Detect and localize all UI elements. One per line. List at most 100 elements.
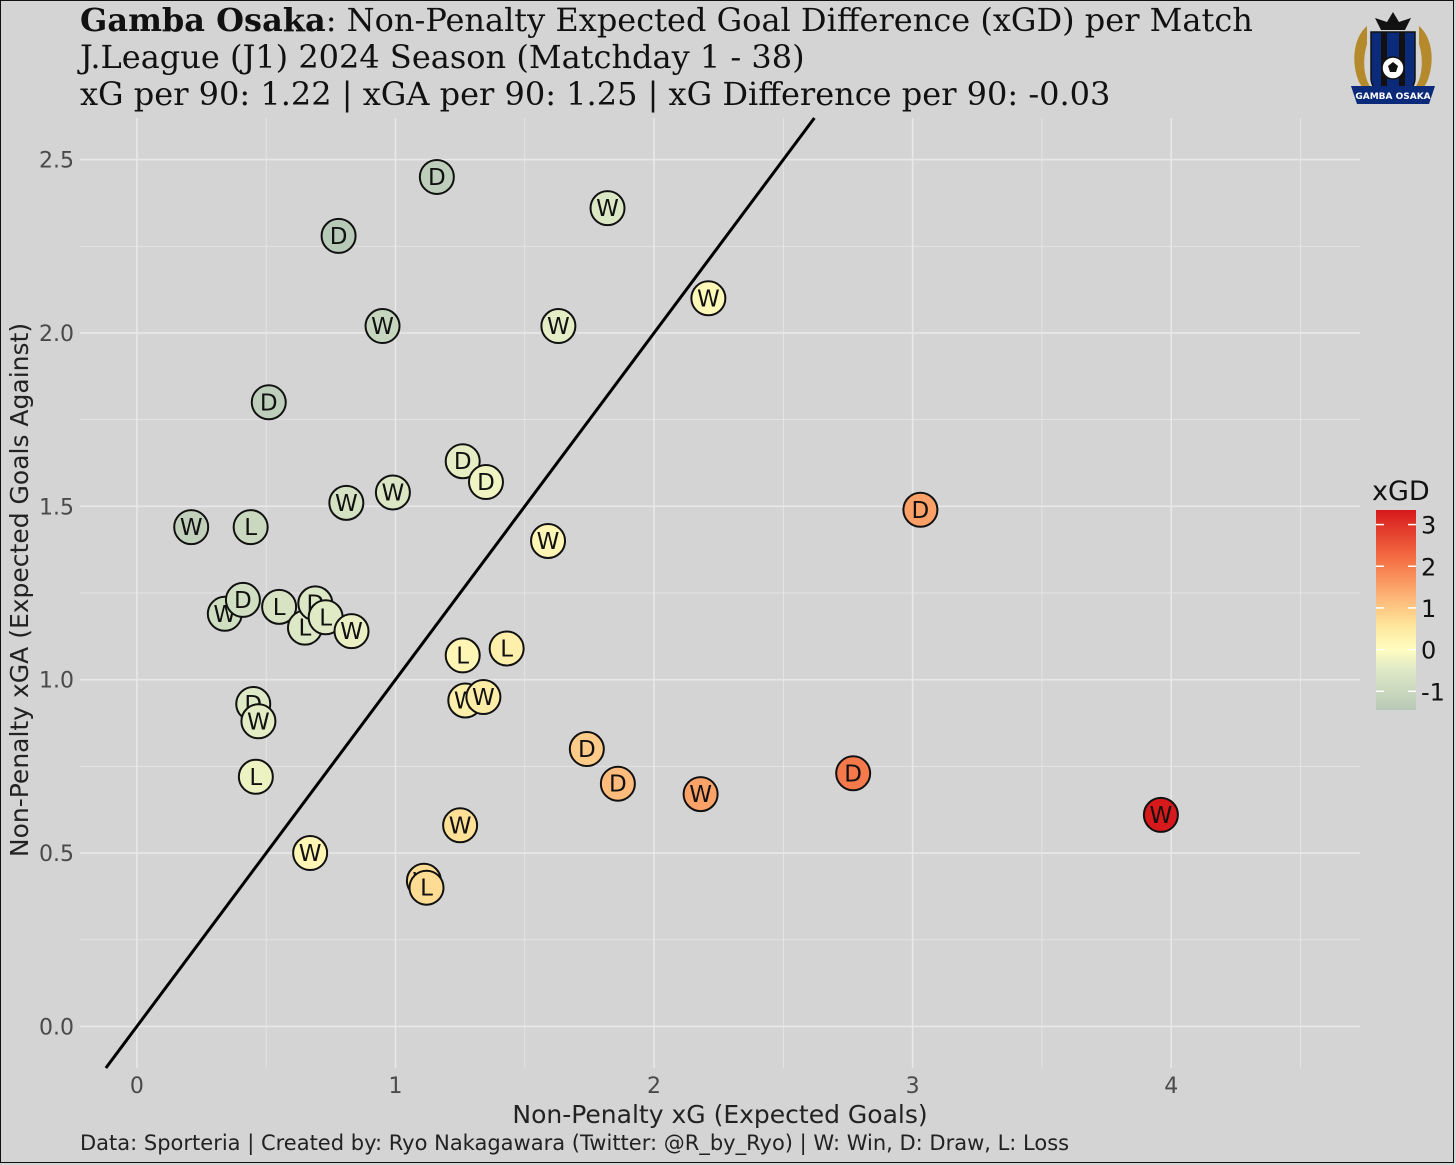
match-point <box>530 522 567 559</box>
chart-subtitle: J.League (J1) 2024 Season (Matchday 1 - … <box>80 38 805 77</box>
match-result-label: W <box>335 491 358 517</box>
legend-tick-label: 1 <box>1421 595 1436 623</box>
match-result-label: W <box>180 515 203 541</box>
match-result-label: W <box>537 529 560 555</box>
match-point <box>835 755 872 792</box>
match-result-label: W <box>449 813 472 839</box>
x-axis-label: Non-Penalty xG (Expected Goals) <box>512 1100 927 1129</box>
match-result-label: D <box>912 498 930 524</box>
match-point <box>599 765 636 802</box>
legend-color-bar <box>1376 510 1416 710</box>
y-axis: 0.0 0.5 1.0 1.5 2.0 2.5 <box>39 149 74 1041</box>
match-point <box>328 484 365 521</box>
match-point <box>261 588 298 625</box>
reference-line <box>104 117 816 1069</box>
crest-wreath-left <box>1354 26 1379 98</box>
match-point <box>292 835 329 872</box>
crest-wreath-right <box>1407 26 1432 98</box>
crest-banner-text: GAMBA OSAKA <box>1355 92 1430 102</box>
data-points: DDWWWWDDDWWWLWDWDLLDLWLLDWWWLDDWDWWWWL <box>173 158 1179 906</box>
match-point <box>444 637 481 674</box>
match-point <box>250 384 287 421</box>
y-tick-label: 2.0 <box>39 322 74 347</box>
x-tick-label: 2 <box>647 1074 661 1099</box>
match-result-label: W <box>697 286 720 312</box>
match-result-label: L <box>244 515 257 541</box>
grid-lines <box>80 118 1360 1068</box>
match-result-label: D <box>609 772 627 798</box>
match-result-label: D <box>428 165 446 191</box>
match-point <box>364 308 401 345</box>
match-point <box>232 509 269 546</box>
match-point <box>374 474 411 511</box>
match-point <box>418 158 455 195</box>
match-point <box>589 190 626 227</box>
match-point <box>240 703 277 740</box>
match-point <box>1142 796 1179 833</box>
x-tick-label: 3 <box>906 1074 920 1099</box>
x-axis: 0 1 2 3 4 <box>130 1074 1178 1099</box>
match-point <box>442 807 479 844</box>
match-point <box>488 630 525 667</box>
x-tick-label: 0 <box>130 1074 144 1099</box>
crest-eagle <box>1375 12 1411 30</box>
gamba-osaka-crest-icon: GAMBA OSAKA <box>1351 12 1435 104</box>
match-result-label: D <box>578 737 596 763</box>
match-result-label: W <box>472 685 495 711</box>
match-point <box>333 613 370 650</box>
y-axis-label: Non-Penalty xGA (Expected Goals Against) <box>5 323 34 857</box>
match-result-label: W <box>247 709 270 735</box>
match-point <box>540 308 577 345</box>
match-result-label: L <box>420 876 433 902</box>
legend-title: xGD <box>1372 476 1430 507</box>
title-rest: : Non-Penalty Expected Goal Difference (… <box>325 1 1253 39</box>
match-result-label: D <box>260 390 278 416</box>
match-point <box>465 679 502 716</box>
y-tick-label: 2.5 <box>39 149 74 174</box>
match-result-label: W <box>689 782 712 808</box>
caption: Data: Sporteria | Created by: Ryo Nakaga… <box>80 1131 1070 1155</box>
match-point <box>682 776 719 813</box>
title-block: Gamba Osaka: Non-Penalty Expected Goal D… <box>80 1 1253 113</box>
legend-tick-label: -1 <box>1421 678 1445 706</box>
y-tick-label: 1.5 <box>39 495 74 520</box>
title-team: Gamba Osaka <box>80 1 326 39</box>
match-result-label: W <box>547 314 570 340</box>
match-point <box>224 581 261 618</box>
match-point <box>408 869 445 906</box>
match-result-label: W <box>340 619 363 645</box>
color-legend: xGD 3 2 1 0 -1 <box>1372 476 1445 710</box>
y-tick-label: 0.0 <box>39 1015 74 1040</box>
match-point <box>173 509 210 546</box>
x-tick-label: 1 <box>388 1074 402 1099</box>
crest-banner <box>1351 86 1435 104</box>
y-tick-label: 0.5 <box>39 842 74 867</box>
match-point <box>690 280 727 317</box>
match-result-label: D <box>330 224 348 250</box>
chart-title: Gamba Osaka: Non-Penalty Expected Goal D… <box>80 1 1253 39</box>
match-result-label: L <box>500 636 513 662</box>
legend-tick-label: 3 <box>1421 512 1436 540</box>
match-point <box>237 758 274 795</box>
match-result-label: D <box>234 588 252 614</box>
reference-line-group <box>104 117 816 1069</box>
crest-ball-pattern <box>1388 62 1398 72</box>
match-result-label: L <box>273 595 286 621</box>
match-result-label: D <box>844 761 862 787</box>
match-result-label: W <box>1150 803 1173 829</box>
match-point <box>444 443 481 480</box>
match-point <box>320 217 357 254</box>
match-result-label: W <box>371 314 394 340</box>
match-result-label: L <box>249 765 262 791</box>
match-result-label: W <box>382 480 405 506</box>
x-tick-label: 4 <box>1164 1074 1178 1099</box>
match-result-label: L <box>456 643 469 669</box>
match-point <box>467 464 504 501</box>
match-result-label: D <box>454 449 472 475</box>
match-point <box>902 491 939 528</box>
legend-tick-label: 2 <box>1421 553 1436 581</box>
match-point <box>568 731 605 768</box>
match-result-label: W <box>596 196 619 222</box>
match-result-label: D <box>477 470 495 496</box>
